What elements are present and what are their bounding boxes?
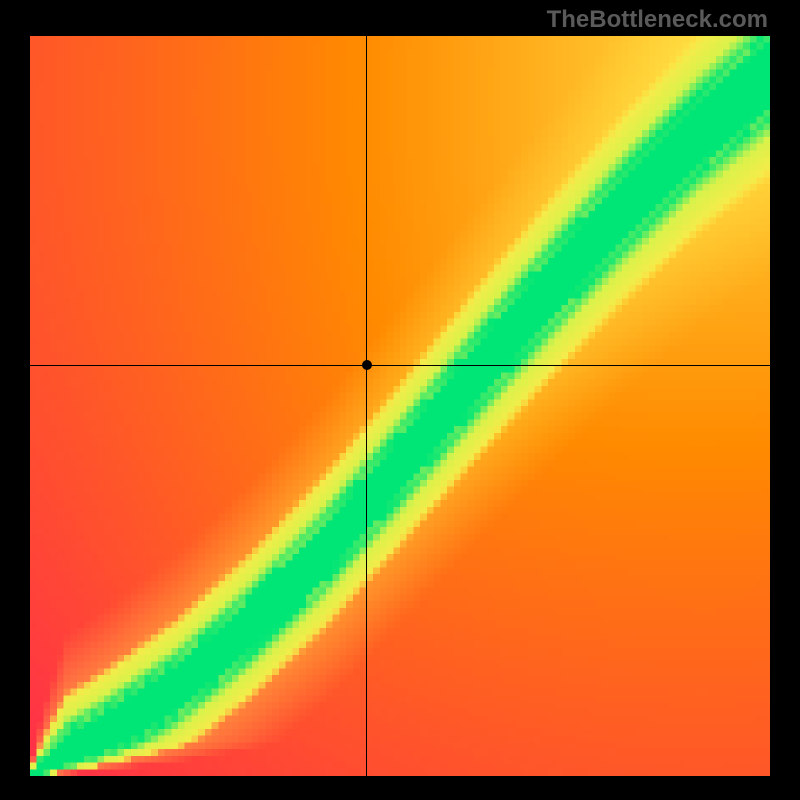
crosshair-vertical xyxy=(366,36,367,776)
heatmap-canvas xyxy=(30,36,770,776)
chart-container: TheBottleneck.com xyxy=(0,0,800,800)
heatmap-plot xyxy=(30,36,770,776)
crosshair-horizontal xyxy=(30,365,770,366)
crosshair-point xyxy=(362,360,372,370)
watermark-label: TheBottleneck.com xyxy=(547,6,768,34)
